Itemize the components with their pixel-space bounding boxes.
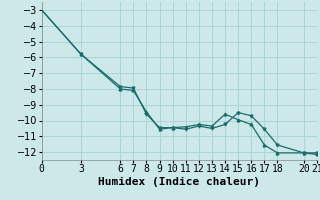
X-axis label: Humidex (Indice chaleur): Humidex (Indice chaleur) xyxy=(98,177,260,187)
